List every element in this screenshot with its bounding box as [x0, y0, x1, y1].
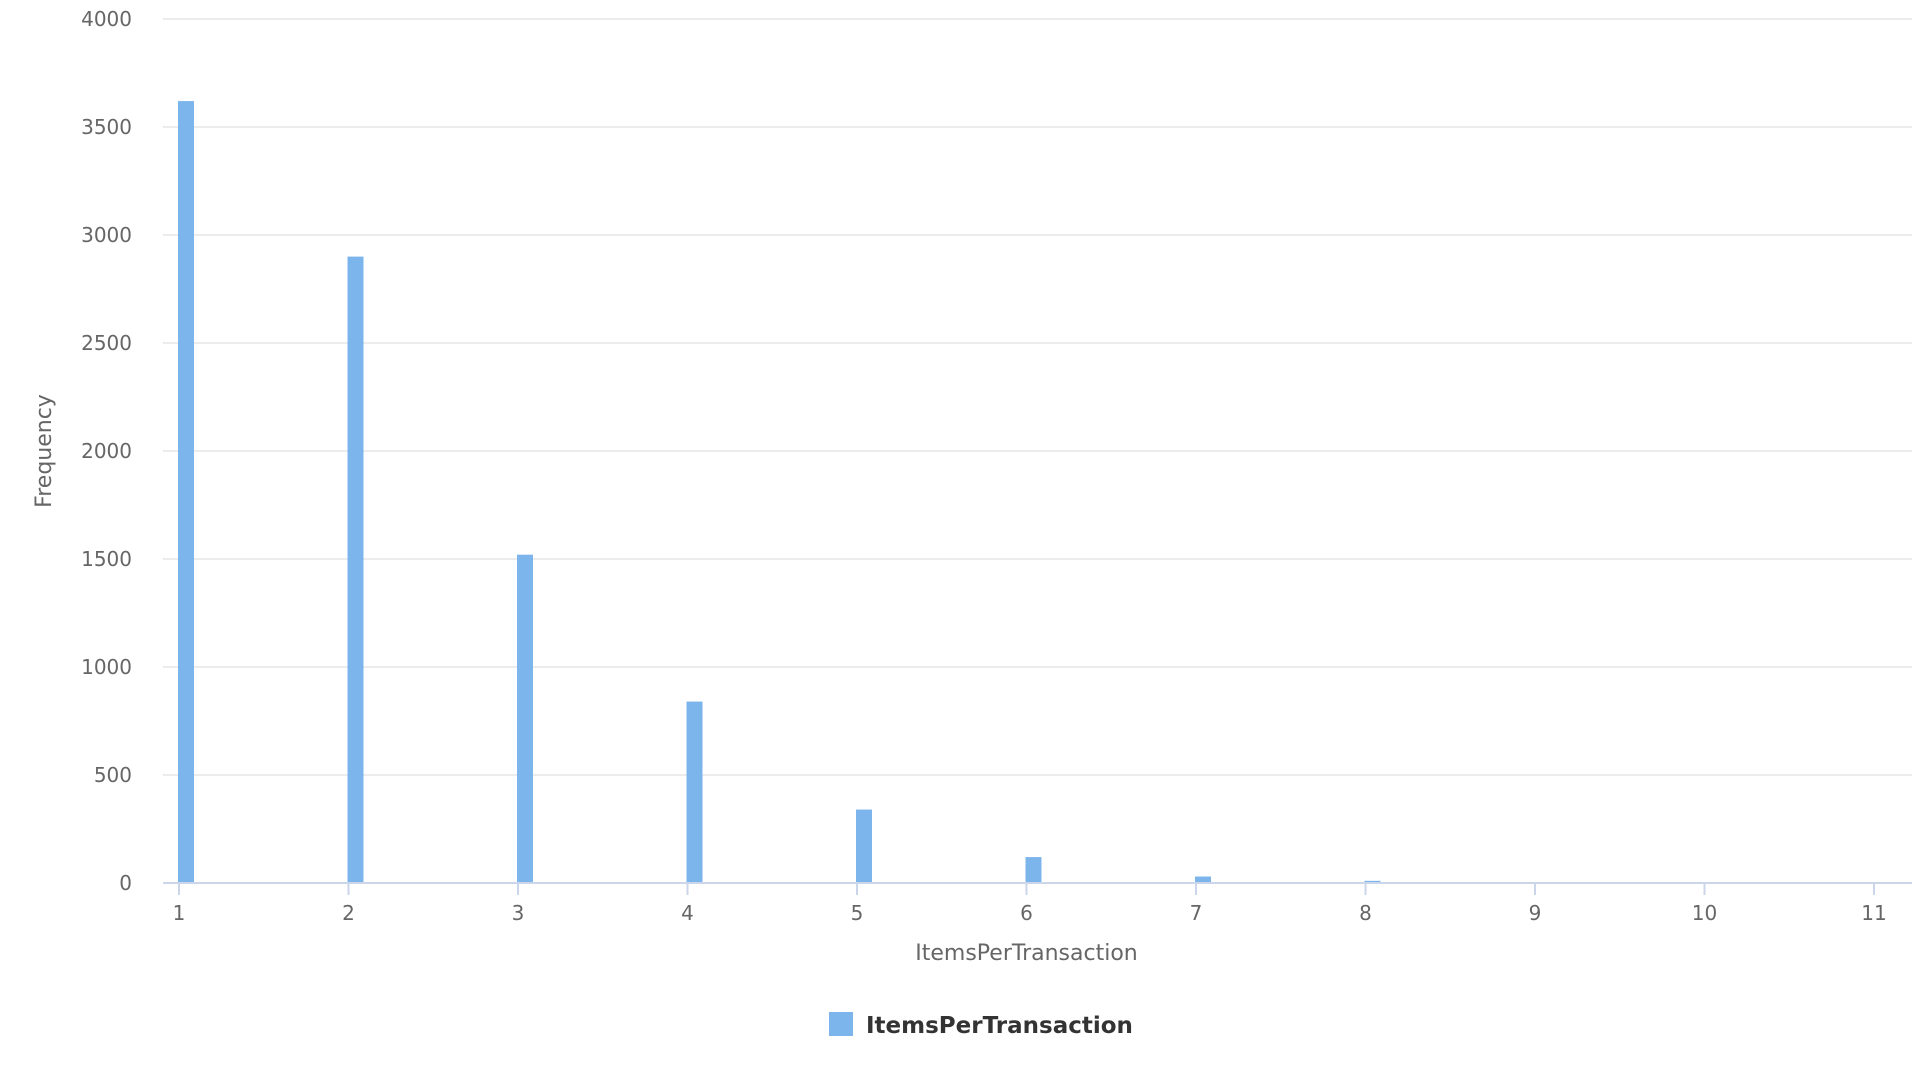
legend[interactable]: ItemsPerTransaction: [829, 1012, 1133, 1039]
bars: [178, 101, 1381, 884]
y-tick-label: 4000: [81, 7, 132, 31]
gridlines: [163, 18, 1912, 776]
x-tick-label: 3: [512, 901, 525, 925]
legend-swatch-icon[interactable]: [829, 1012, 853, 1036]
legend-label[interactable]: ItemsPerTransaction: [866, 1013, 1133, 1039]
y-axis-tick-labels: 0 500 1000 1500 2000 2500 3000 3500 4000: [81, 7, 132, 895]
bar[interactable]: [178, 101, 194, 883]
y-tick-label: 1000: [81, 655, 132, 679]
bar[interactable]: [686, 701, 703, 883]
x-tick-label: 8: [1359, 901, 1372, 925]
y-tick-label: 2000: [81, 439, 132, 463]
x-axis-title: ItemsPerTransaction: [915, 941, 1137, 966]
y-axis-title: Frequency: [32, 394, 57, 508]
bar[interactable]: [347, 256, 364, 884]
y-tick-label: 0: [119, 871, 132, 895]
x-tick-label: 5: [851, 901, 864, 925]
x-tick-label: 7: [1190, 901, 1203, 925]
y-tick-label: 3500: [81, 115, 132, 139]
x-tick-label: 1: [173, 901, 186, 925]
x-tick-label: 6: [1020, 901, 1033, 925]
y-tick-label: 500: [94, 763, 132, 787]
bar[interactable]: [1364, 880, 1381, 883]
x-axis-tick-labels: 1 2 3 4 5 6 7 8 9 10 11: [173, 883, 1887, 925]
x-tick-label: 9: [1529, 901, 1542, 925]
y-tick-label: 3000: [81, 223, 132, 247]
y-tick-label: 2500: [81, 331, 132, 355]
y-tick-label: 1500: [81, 547, 132, 571]
bar[interactable]: [1025, 857, 1042, 883]
x-tick-label: 11: [1861, 901, 1886, 925]
x-tick-label: 2: [342, 901, 355, 925]
bar[interactable]: [1195, 876, 1211, 883]
bar[interactable]: [856, 809, 872, 883]
bar[interactable]: [517, 554, 533, 883]
x-tick-label: 4: [681, 901, 694, 925]
x-tick-label: 10: [1692, 901, 1717, 925]
